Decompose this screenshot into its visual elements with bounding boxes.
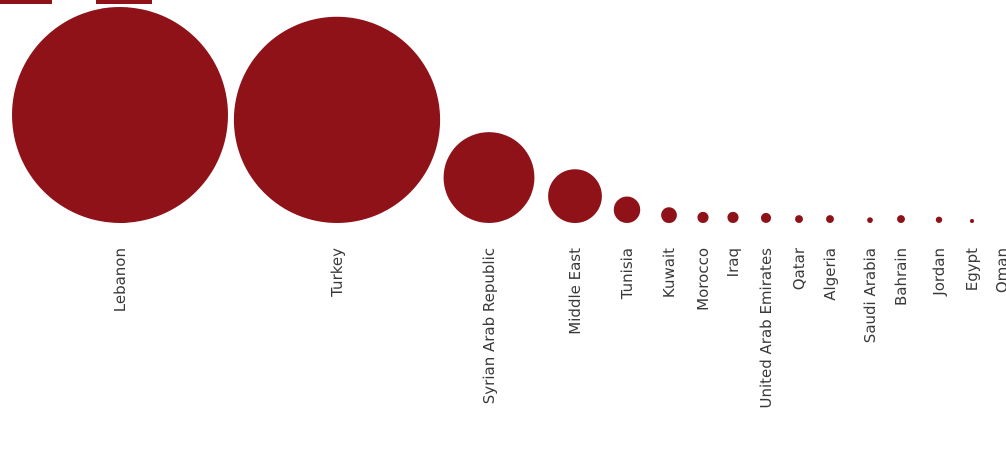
bubbles-group: [12, 7, 974, 224]
bubble-morocco: [697, 211, 709, 223]
label-egypt: Egypt: [963, 248, 981, 291]
bubble-lebanon: [12, 7, 228, 223]
label-algeria: Algeria: [821, 248, 839, 301]
label-syrian-arab-republic: Syrian Arab Republic: [480, 248, 498, 404]
label-morocco: Morocco: [694, 248, 712, 311]
bubble-middle-east: [548, 169, 602, 223]
labels-group: Lebanon Turkey Syrian Arab Republic Middle …: [111, 247, 1006, 408]
bubble-qatar: [795, 215, 803, 223]
edge-mark-left: [0, 0, 52, 4]
bubble-iraq: [727, 211, 739, 223]
label-oman: Oman: [993, 248, 1006, 293]
label-middle-east: Middle East: [566, 248, 584, 335]
bubble-saudi-arabia: [867, 217, 873, 223]
edge-mark-right: [96, 0, 152, 4]
bubble-turkey: [233, 16, 441, 223]
bubble-jordan: [935, 216, 943, 224]
label-iraq: Iraq: [724, 248, 742, 277]
bubble-bahrain: [897, 215, 905, 223]
bubble-algeria: [826, 215, 834, 223]
bubble-egypt: [970, 219, 974, 223]
label-tunisia: Tunisia: [618, 248, 636, 300]
label-lebanon: Lebanon: [111, 248, 129, 312]
label-turkey: Turkey: [328, 248, 346, 298]
bubble-tunisia: [613, 196, 641, 224]
label-qatar: Qatar: [790, 247, 808, 290]
label-jordan: Jordan: [930, 248, 948, 297]
bubble-united-arab-emirates: [760, 212, 772, 223]
label-saudi-arabia: Saudi Arabia: [861, 248, 879, 343]
bubble-kuwait: [661, 207, 677, 223]
label-bahrain: Bahrain: [892, 248, 910, 306]
label-united-arab-emirates: United Arab Emirates: [757, 248, 775, 409]
label-kuwait: Kuwait: [660, 248, 678, 298]
bubble-syrian-arab-republic: [443, 132, 535, 223]
